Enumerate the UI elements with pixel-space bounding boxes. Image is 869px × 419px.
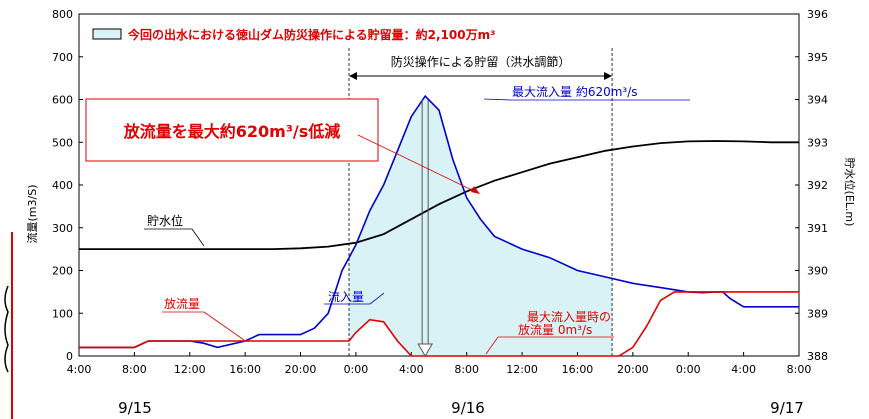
x-tick-label: 8:00 xyxy=(787,363,812,376)
inflow-label: 流入量 xyxy=(328,290,364,304)
right-tick-label: 396 xyxy=(807,8,828,21)
date-label: 9/16 xyxy=(451,399,485,417)
right-axis-title: 貯水位(EL.m) xyxy=(843,158,857,227)
level-leader xyxy=(191,228,205,247)
storage-fill-area xyxy=(349,96,613,356)
level-callout: 貯水位 xyxy=(144,213,205,247)
date-labels: 9/15 9/16 9/17 xyxy=(118,399,804,417)
right-tick-label: 395 xyxy=(807,51,828,64)
x-tick-label: 4:00 xyxy=(399,363,424,376)
period-label: 防災操作による貯留（洪水調節） xyxy=(391,54,571,69)
peak-outflow-label-2: 放流量 0m³/s xyxy=(518,322,592,337)
left-tick-label: 400 xyxy=(52,179,73,192)
x-tick-label: 12:00 xyxy=(174,363,206,376)
outflow-callout: 放流量 xyxy=(162,296,245,341)
right-tick-label: 391 xyxy=(807,222,828,235)
peak-inflow-callout: 最大流入量 約620m³/s xyxy=(483,84,690,101)
x-tick-label: 4:00 xyxy=(731,363,756,376)
left-tick-label: 200 xyxy=(52,265,73,278)
peak-inflow-label: 最大流入量 約620m³/s xyxy=(512,84,638,99)
left-tick-label: 100 xyxy=(52,307,73,320)
reduction-callout: 放流量を最大約620m³/s低減 xyxy=(85,98,480,194)
x-tick-label: 4:00 xyxy=(67,363,92,376)
x-tick-label: 20:00 xyxy=(617,363,649,376)
outflow-leader xyxy=(203,311,245,341)
right-tick-label: 393 xyxy=(807,136,828,149)
right-tick-label: 392 xyxy=(807,179,828,192)
x-tick-label: 16:00 xyxy=(229,363,261,376)
left-axis-title: 流量(m3/S) xyxy=(25,185,39,244)
right-tick-label: 394 xyxy=(807,94,828,107)
x-axis-ticks: 4:00 8:00 12:00 16:00 20:00 0:00 4:00 8:00 12:00… xyxy=(67,352,812,376)
level-label: 貯水位 xyxy=(147,213,183,228)
left-axis-ticks: 0 100 200 300 400 500 600 700 800 xyxy=(52,8,83,363)
right-axis-ticks: 388 389 390 391 392 393 394 395 396 xyxy=(795,8,828,363)
x-tick-label: 12:00 xyxy=(506,363,538,376)
date-label: 9/17 xyxy=(770,399,804,417)
period-arrowhead-right xyxy=(604,72,613,80)
right-tick-label: 390 xyxy=(807,265,828,278)
x-tick-label: 8:00 xyxy=(122,363,147,376)
series-line-water-level xyxy=(79,140,799,251)
legend-swatch xyxy=(92,28,122,40)
period-arrowhead-left xyxy=(349,72,357,80)
left-tick-label: 500 xyxy=(52,136,73,149)
inflow-callout: 流入量 xyxy=(324,290,385,305)
reduction-text: 放流量を最大約620m³/s低減 xyxy=(123,122,340,141)
peak-outflow-callout: 最大流入量時の 放流量 0m³/s xyxy=(485,310,614,355)
peak-outflow-leader xyxy=(485,336,499,355)
inflow-leader xyxy=(369,292,385,305)
series-line-outflow xyxy=(79,291,799,357)
x-tick-label: 16:00 xyxy=(562,363,594,376)
legend-label: 今回の出水における徳山ダム防災操作による貯留量：約2,100万m³ xyxy=(127,27,495,42)
left-tick-label: 300 xyxy=(52,222,73,235)
left-tick-label: 600 xyxy=(52,94,73,107)
reduction-leader xyxy=(357,134,479,194)
left-tick-label: 0 xyxy=(66,350,73,363)
legend: 今回の出水における徳山ダム防災操作による貯留量：約2,100万m³ xyxy=(92,27,495,42)
peak-inflow-leader xyxy=(483,98,511,101)
outflow-label: 放流量 xyxy=(164,296,200,311)
peak-outflow-label-1: 最大流入量時の xyxy=(527,310,611,324)
x-tick-label: 0:00 xyxy=(676,363,701,376)
right-tick-label: 388 xyxy=(807,350,828,363)
date-label: 9/15 xyxy=(118,399,152,417)
x-tick-label: 0:00 xyxy=(344,363,369,376)
left-tick-label: 800 xyxy=(52,8,73,21)
right-tick-label: 389 xyxy=(807,307,828,320)
peak-reduction-arrow xyxy=(417,99,434,357)
left-tick-label: 700 xyxy=(52,51,73,64)
left-edge-fragment xyxy=(4,232,13,419)
x-tick-label: 8:00 xyxy=(454,363,479,376)
reduction-leader-head xyxy=(471,186,480,194)
x-tick-label: 20:00 xyxy=(285,363,317,376)
reduction-box xyxy=(85,98,379,162)
